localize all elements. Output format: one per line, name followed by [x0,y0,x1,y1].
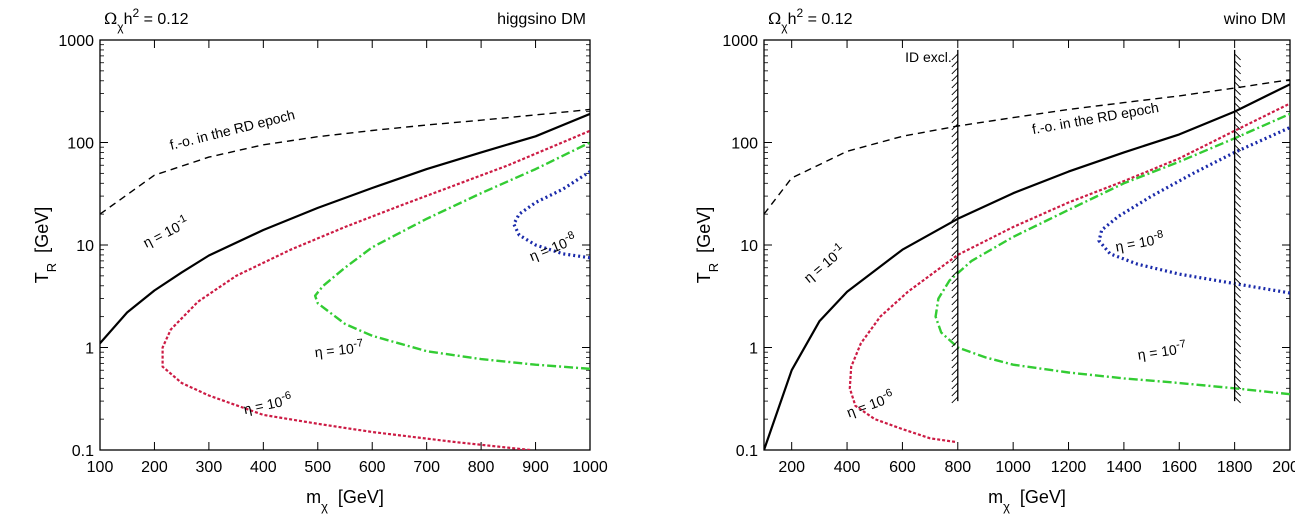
y-tick-label: 0.1 [736,443,758,460]
series-layer [100,108,590,450]
y-tick-label: 1 [85,341,94,358]
series-eta7-line [313,141,590,370]
y-tick-label: 1000 [58,33,94,50]
x-tick-label: 1400 [1106,459,1142,476]
x-axis-label: mχ [GeV] [988,487,1066,514]
x-tick-label: 100 [87,459,114,476]
series-eta1-label: η = 10-1 [139,212,191,250]
series-fo-line [100,108,590,215]
curve-labels: f.-o. in the RD epoch η = 10-1 η = 10-6 η =… [139,106,578,417]
x-axis-label: mχ [GeV] [306,487,384,514]
x-tick-label: 900 [522,459,549,476]
exclusion-label: ID excl. [905,49,952,65]
x-tick-label: 400 [834,459,861,476]
y-tick-label: 10 [740,238,758,255]
x-tick-label: 700 [413,459,440,476]
series-eta6-label: η = 10-6 [242,389,294,417]
series-eta7-label: η = 10-7 [1136,338,1187,363]
x-tick-label: 1000 [572,459,608,476]
corner-omega-label: Ωχh2 = 0.12 [104,6,189,34]
exclusion-hatch-1800 [1234,53,1241,404]
y-tick-label: 100 [731,136,758,153]
x-tick-label: 200 [778,459,805,476]
series-fo-label: f.-o. in the RD epoch [168,106,296,153]
x-tick-label: 800 [944,459,971,476]
series-eta1-line [100,112,590,345]
series-fo-label: f.-o. in the RD epoch [1031,99,1160,137]
series-eta6-line [161,129,590,450]
series-eta7-label: η = 10-7 [314,337,365,360]
x-tick-label: 1200 [1051,459,1087,476]
corner-dm-label: wino DM [1223,11,1286,28]
x-tick-label: 1600 [1161,459,1197,476]
plot-frame [763,39,1291,451]
corner-omega-label: Ωχh2 = 0.12 [768,6,853,34]
x-tick-label: 600 [359,459,386,476]
series-layer [764,79,1290,450]
x-tick-label: 500 [304,459,331,476]
exclusion-lines: ID excl. [905,49,1241,404]
y-tick-label: 100 [67,136,94,153]
series-fo-line [764,79,1290,215]
x-tick-label: 1000 [995,459,1031,476]
series-eta6-line [848,102,1290,443]
x-tick-label: 800 [468,459,495,476]
series-eta1-line [764,83,1290,450]
y-tick-label: 10 [76,238,94,255]
y-axis-label: TR[GeV] [694,207,721,283]
x-tick-label: 200 [141,459,168,476]
x-tick-label: 1800 [1217,459,1253,476]
series-eta7-line [934,112,1290,396]
corner-dm-label: higgsino DM [497,11,586,28]
axis-ticks: 100 200 300 400 500 600 700 800 900 1000 0.1 1 10 100… [58,33,607,476]
y-axis-label: TR[GeV] [32,207,59,283]
panel-higgsino: 100 200 300 400 500 600 700 800 900 1000 0.1 1 10 100… [32,6,608,514]
exclusion-hatch-800 [951,53,959,404]
series-eta1-label: η = 10-1 [799,240,848,285]
x-tick-label: 400 [250,459,277,476]
plot-frame [99,39,591,451]
x-tick-label: 600 [889,459,916,476]
series-eta8-label: η = 10-8 [1114,228,1165,254]
y-tick-label: 1000 [722,33,758,50]
series-eta8-label: η = 10-8 [526,229,578,264]
y-tick-label: 0.1 [72,443,94,460]
x-tick-label: 300 [196,459,223,476]
y-tick-label: 1 [749,341,758,358]
